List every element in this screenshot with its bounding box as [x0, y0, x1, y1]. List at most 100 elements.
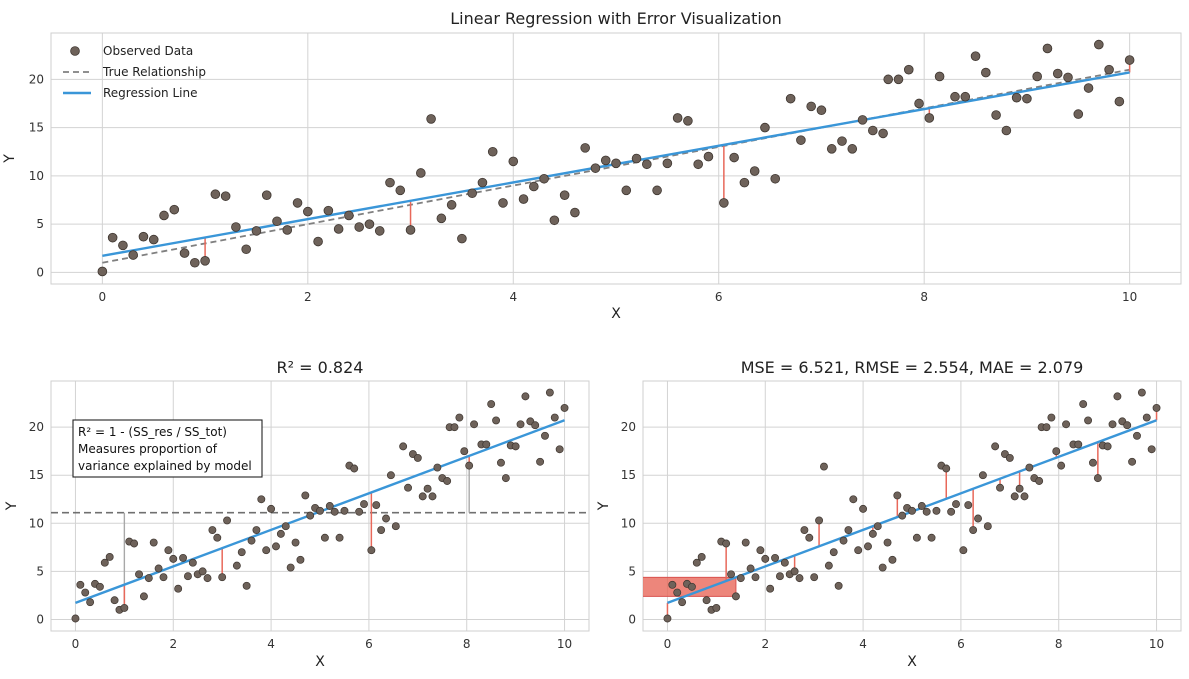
plot-frame	[50, 32, 1182, 285]
data-point	[377, 526, 386, 534]
data-point	[262, 546, 271, 555]
data-point	[333, 224, 344, 234]
data-point	[983, 522, 992, 531]
data-point	[549, 215, 560, 226]
data-point	[531, 421, 540, 430]
data-point	[712, 603, 721, 612]
data-point	[672, 113, 683, 123]
y-tick-label: 5	[36, 217, 44, 231]
data-point	[1042, 43, 1053, 54]
data-point	[118, 240, 128, 251]
data-point	[815, 516, 824, 525]
data-point	[443, 477, 452, 485]
data-point	[354, 222, 364, 232]
data-point	[1108, 420, 1117, 429]
data-point	[190, 257, 200, 268]
data-point	[536, 457, 545, 466]
y-tick-label: 15	[29, 121, 44, 135]
data-point	[391, 522, 400, 531]
data-point	[731, 592, 740, 601]
data-point	[796, 135, 806, 145]
x-tick-label: 4	[509, 290, 517, 304]
data-point	[436, 213, 447, 224]
data-point	[276, 529, 285, 538]
x-tick-label: 2	[169, 637, 177, 651]
y-tick-label: 0	[36, 612, 44, 626]
data-point	[917, 502, 926, 510]
y-tick-label: 0	[628, 612, 636, 626]
data-point	[198, 567, 207, 576]
legend-label: Observed Data	[103, 44, 193, 58]
data-point	[344, 210, 354, 221]
data-point	[868, 125, 878, 136]
data-point	[1147, 445, 1156, 454]
data-point	[257, 495, 266, 504]
data-point	[1052, 68, 1063, 79]
data-point	[95, 582, 104, 591]
data-point	[482, 440, 491, 449]
data-point	[996, 483, 1004, 492]
x-tick-label: 10	[1122, 290, 1137, 304]
data-point	[1073, 109, 1084, 119]
data-point	[76, 580, 85, 589]
data-point	[1042, 423, 1051, 432]
data-point	[1047, 413, 1056, 422]
data-point	[611, 158, 621, 169]
data-point	[335, 533, 344, 542]
data-point	[179, 553, 188, 562]
data-point	[795, 574, 804, 583]
data-point	[771, 553, 780, 562]
data-point	[306, 511, 315, 520]
data-point	[719, 198, 729, 208]
data-point	[631, 153, 642, 164]
data-point	[1063, 72, 1073, 83]
data-point	[727, 570, 735, 579]
data-point	[281, 522, 290, 531]
legend: Observed Data True Relationship Regression…	[63, 44, 206, 100]
data-point	[693, 159, 703, 170]
data-point	[223, 516, 232, 525]
data-point	[413, 453, 422, 462]
data-point	[1020, 492, 1029, 501]
data-point	[1057, 461, 1066, 470]
data-point	[1104, 64, 1114, 75]
data-point	[237, 548, 246, 557]
data-point	[883, 538, 892, 547]
data-point	[138, 231, 149, 242]
y-axis-title: Y	[4, 501, 20, 511]
data-point	[687, 582, 696, 591]
data-point	[1123, 421, 1132, 430]
y-axis-title: Y	[2, 154, 18, 164]
data-point	[404, 483, 412, 492]
data-point	[529, 181, 539, 192]
data-point	[692, 558, 701, 567]
x-tick-label: 8	[463, 637, 471, 651]
data-point	[320, 533, 329, 542]
data-point	[367, 546, 376, 555]
data-point	[678, 598, 687, 607]
data-point	[395, 185, 406, 196]
marks	[97, 39, 1135, 277]
data-point	[282, 225, 293, 235]
plot-frame	[50, 380, 590, 632]
data-point	[497, 458, 505, 467]
data-point	[107, 232, 118, 243]
data-point	[86, 598, 95, 607]
legend-marker-observed	[70, 46, 80, 56]
data-point	[188, 558, 197, 567]
data-point	[790, 567, 799, 576]
x-axis-title: X	[315, 654, 325, 670]
data-point	[959, 546, 968, 555]
data-point	[912, 533, 921, 542]
data-point	[942, 464, 951, 473]
data-point	[545, 388, 554, 397]
data-point	[433, 463, 442, 472]
y-tick-label: 15	[29, 468, 44, 482]
data-point	[316, 506, 324, 515]
data-point	[934, 71, 945, 82]
data-point	[673, 588, 682, 597]
data-point	[888, 555, 897, 564]
data-point	[313, 236, 323, 247]
data-point	[148, 234, 159, 245]
data-point	[291, 538, 300, 547]
